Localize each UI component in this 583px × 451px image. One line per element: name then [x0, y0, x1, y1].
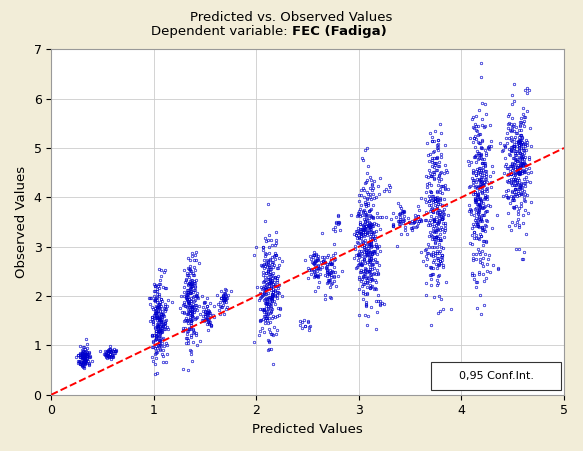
FancyBboxPatch shape [431, 362, 561, 390]
Text: Predicted vs. Observed Values: Predicted vs. Observed Values [190, 11, 393, 24]
Y-axis label: Observed Values: Observed Values [15, 166, 28, 278]
Text: 0,95 Conf.Int.: 0,95 Conf.Int. [459, 371, 533, 381]
Text: FEC (Fadiga): FEC (Fadiga) [292, 25, 387, 38]
X-axis label: Predicted Values: Predicted Values [252, 423, 363, 436]
Text: Dependent variable:: Dependent variable: [150, 25, 292, 38]
